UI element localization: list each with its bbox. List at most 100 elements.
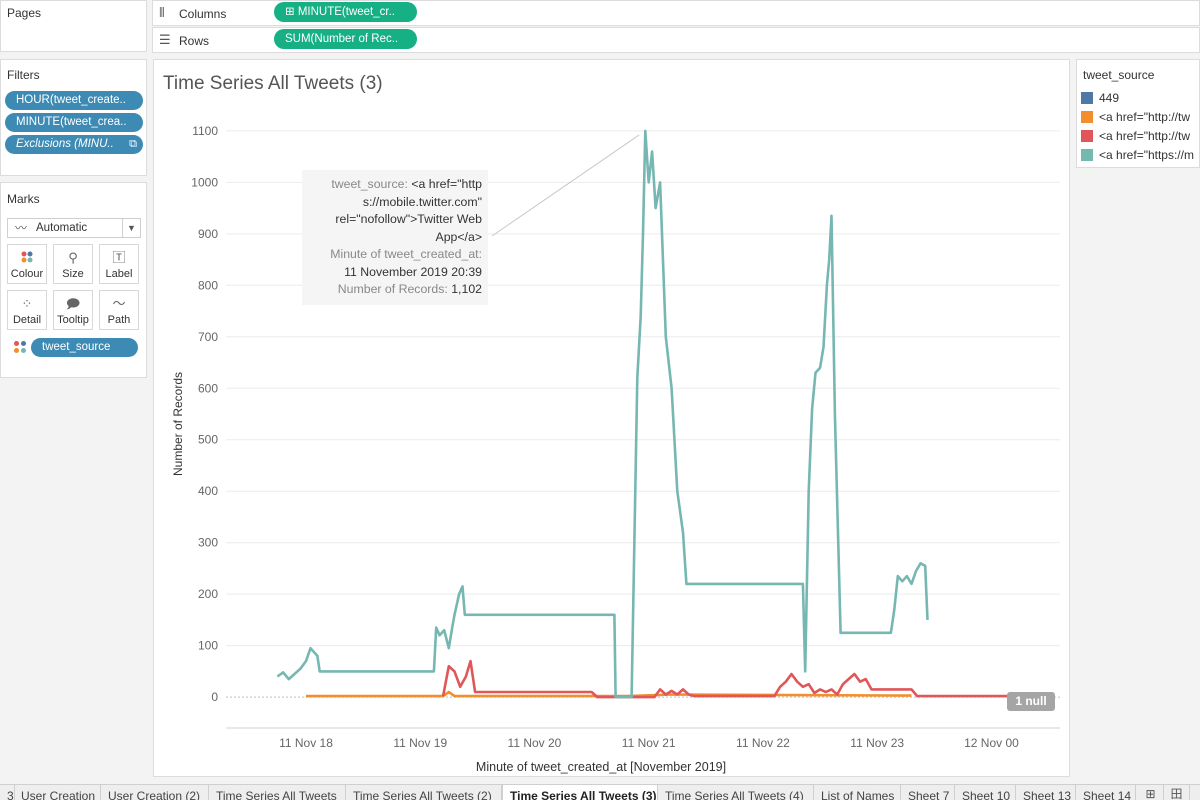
y-tick-label: 700: [198, 330, 218, 344]
tooltip-minute-value: 11 November 2019 20:39: [344, 264, 482, 279]
sheet-tab-bar: 3 User Creation User Creation (2) Time S…: [0, 784, 1200, 800]
columns-label: Columns: [179, 7, 227, 21]
y-tick-label: 300: [198, 536, 218, 550]
y-tick-label: 1100: [192, 124, 218, 138]
x-tick-label: 12 Nov 00: [964, 736, 1019, 750]
x-tick-label: 11 Nov 20: [508, 736, 562, 750]
marks-field-pill[interactable]: tweet_source: [31, 338, 138, 357]
line-chart-icon: 〰: [15, 221, 28, 235]
y-tick-label: 800: [198, 278, 218, 292]
colour-encoding-icon: [14, 341, 26, 353]
filter-pill-exclusions[interactable]: Exclusions (MINU.. ⧉: [5, 135, 143, 154]
x-tick-label: 11 Nov 18: [279, 736, 333, 750]
label-button[interactable]: 🅃 Label: [99, 244, 139, 284]
tooltip-records-value: 1,102: [451, 282, 482, 296]
tooltip-source-key: tweet_source:: [331, 177, 408, 191]
chart-title: Time Series All Tweets (3): [163, 73, 383, 94]
legend-item[interactable]: <a href="https://m: [1081, 146, 1200, 164]
label-label: Label: [105, 268, 133, 280]
pages-card: Pages: [0, 0, 147, 52]
size-icon: ⚲: [68, 250, 78, 265]
size-button[interactable]: ⚲ Size: [53, 244, 93, 284]
y-tick-label: 200: [198, 587, 218, 601]
columns-pill-label: MINUTE(tweet_cr..: [297, 6, 395, 18]
detail-label: Detail: [12, 314, 42, 326]
detail-icon: ⁘: [21, 296, 33, 311]
path-button[interactable]: 〜 Path: [99, 290, 139, 330]
y-tick-label: 0: [211, 690, 218, 704]
legend-item-label: 449: [1099, 91, 1120, 105]
tab-user-creation[interactable]: User Creation: [14, 785, 101, 800]
link-icon: ⧉: [129, 138, 137, 150]
tooltip-leader-line: [491, 134, 640, 237]
tab-sheet-10[interactable]: Sheet 10: [955, 785, 1016, 800]
colour-button[interactable]: Colour: [7, 244, 47, 284]
tab-time-series-2[interactable]: Time Series All Tweets (2): [346, 785, 502, 800]
filter-pill-minute[interactable]: MINUTE(tweet_crea..: [5, 113, 143, 132]
legend-swatch: [1081, 130, 1093, 142]
colour-icon: [8, 250, 46, 265]
legend-item[interactable]: <a href="http://tw: [1081, 108, 1200, 126]
x-tick-label: 11 Nov 23: [850, 736, 904, 750]
filters-card: Filters HOUR(tweet_create.. MINUTE(tweet…: [0, 59, 147, 176]
tooltip-icon: 🗩: [65, 296, 81, 311]
tab-sheet-14[interactable]: Sheet 14: [1076, 785, 1136, 800]
rows-shelf[interactable]: ☰ Rows SUM(Number of Rec..: [152, 27, 1200, 53]
view-panel: 0 100 200 300 400 500 600 700 800 900 1000 1100 11 N…: [153, 59, 1070, 777]
tooltip-source-value-2: s://mobile.twitter.com": [362, 194, 482, 209]
tab-time-series[interactable]: Time Series All Tweets: [209, 785, 346, 800]
tooltip-records-key: Number of Records:: [337, 282, 448, 296]
tooltip-box: tweet_source: <a href="http s://mobile.t…: [302, 170, 488, 305]
columns-shelf[interactable]: ⦀ Columns ⊞ MINUTE(tweet_cr..: [152, 0, 1200, 26]
y-tick-label: 400: [198, 484, 218, 498]
tooltip-minute-key: Minute of tweet_created_at:: [330, 247, 482, 261]
legend-swatch: [1081, 92, 1093, 104]
x-tick-label: 11 Nov 22: [736, 736, 790, 750]
x-tick-label: 11 Nov 21: [622, 736, 676, 750]
new-dashboard-icon[interactable]: 田: [1164, 785, 1190, 800]
x-axis-title: Minute of tweet_created_at [November 201…: [476, 760, 726, 774]
legend-title: tweet_source: [1083, 68, 1155, 82]
rows-label: Rows: [179, 34, 210, 48]
tab-time-series-3[interactable]: Time Series All Tweets (3): [502, 785, 658, 800]
marks-card: Marks 〰 Automatic ▼ Colour ⚲ Size 🅃 Labe…: [0, 182, 147, 378]
legend-item-label: <a href="https://m: [1099, 148, 1194, 162]
tooltip-source-value-1: <a href="http: [411, 177, 482, 191]
mark-type-value: Automatic: [36, 222, 88, 234]
tooltip-source-value-4: App</a>: [435, 229, 483, 244]
legend-swatch: [1081, 111, 1093, 123]
tooltip-source-value-3: rel="nofollow">Twitter Web: [335, 212, 482, 226]
series-line: [441, 659, 1038, 699]
legend-swatch: [1081, 149, 1093, 161]
tab-sheet-7[interactable]: Sheet 7: [901, 785, 955, 800]
detail-button[interactable]: ⁘ Detail: [7, 290, 47, 330]
legend-item-label: <a href="http://tw: [1099, 110, 1190, 124]
filter-pill-hour[interactable]: HOUR(tweet_create..: [5, 91, 143, 110]
filters-title: Filters: [7, 68, 40, 82]
new-sheet-icon[interactable]: ⊞: [1138, 785, 1164, 800]
tooltip-label: Tooltip: [57, 314, 89, 326]
path-label: Path: [107, 314, 131, 326]
label-icon: 🅃: [112, 250, 126, 265]
series-line: [276, 129, 929, 699]
null-badge[interactable]: 1 null: [1007, 692, 1055, 711]
legend-item[interactable]: <a href="http://tw: [1081, 127, 1200, 145]
exclusions-label: Exclusions (MINU..: [16, 138, 114, 150]
columns-pill[interactable]: ⊞ MINUTE(tweet_cr..: [274, 2, 417, 22]
mark-type-dropdown[interactable]: 〰 Automatic ▼: [7, 218, 141, 238]
columns-icon: ⦀: [159, 5, 165, 20]
y-tick-label: 600: [198, 381, 218, 395]
line-chart[interactable]: 0 100 200 300 400 500 600 700 800 900 1000 1100 11 N…: [154, 60, 1069, 776]
tab-sheet[interactable]: 3: [0, 785, 15, 800]
tab-list-of-names[interactable]: List of Names: [814, 785, 901, 800]
legend-card: tweet_source 449 <a href="http://tw <a h…: [1076, 59, 1200, 168]
size-label: Size: [62, 268, 84, 280]
tab-sheet-13[interactable]: Sheet 13: [1016, 785, 1076, 800]
colour-label: Colour: [10, 268, 44, 280]
tab-user-creation-2[interactable]: User Creation (2): [101, 785, 209, 800]
chevron-down-icon: ▼: [122, 219, 140, 237]
legend-item[interactable]: 449: [1081, 89, 1200, 107]
tab-time-series-4[interactable]: Time Series All Tweets (4): [658, 785, 814, 800]
tooltip-button[interactable]: 🗩 Tooltip: [53, 290, 93, 330]
rows-pill[interactable]: SUM(Number of Rec..: [274, 29, 417, 49]
